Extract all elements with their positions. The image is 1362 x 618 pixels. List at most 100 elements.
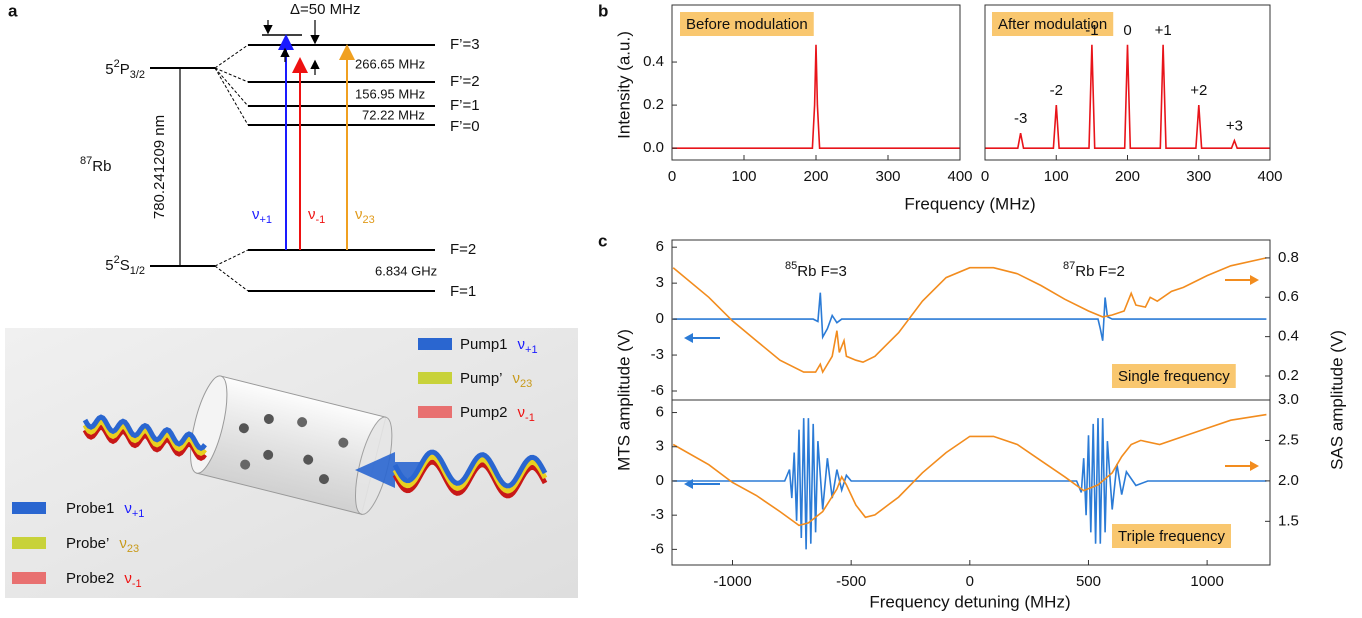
nu-sub: 23 [520, 378, 532, 390]
x-tick-label: -1000 [713, 573, 751, 590]
peak-label: +1 [1155, 22, 1172, 39]
legend-swatch [12, 537, 46, 549]
y-tick-label: 0.2 [643, 96, 664, 113]
x-tick-label: 300 [875, 168, 900, 185]
nu: ν [518, 336, 526, 353]
label-box [1112, 364, 1236, 388]
x-tick-label: 200 [1115, 168, 1140, 185]
legend-label: Probe1 ν+1 [66, 500, 144, 520]
data-line [985, 44, 1270, 149]
x-tick-label: 100 [1044, 168, 1069, 185]
peak-label: -2 [1050, 82, 1063, 99]
nu-sub: 23 [363, 214, 375, 226]
annotation-text: Rb F=2 [1075, 263, 1125, 280]
state-part: 3/2 [130, 69, 145, 81]
panel-label: c [598, 231, 607, 250]
peak-label: -1 [1085, 22, 1098, 39]
state-part: 5 [105, 257, 113, 274]
state-label: 52S1/2 [105, 254, 145, 277]
connector [214, 67, 249, 83]
x-tick-label: 0 [668, 168, 676, 185]
delta-label: Δ=50 MHz [290, 1, 360, 18]
atom-part: 87 [80, 155, 92, 167]
level-label: F’=0 [450, 118, 480, 135]
nu-sub: +1 [132, 508, 145, 520]
x-axis-label: Frequency (MHz) [904, 194, 1035, 213]
nu-sub: +1 [260, 214, 273, 226]
y-axis-label: MTS amplitude (V) [614, 329, 633, 471]
atom [303, 454, 314, 465]
setup-illustration: Pump1 ν+1 Pump’ ν23 Pump2 ν-1 Probe1 ν+1 Pro… [5, 328, 578, 598]
axis-indicator-head [684, 479, 693, 489]
panel-label: b [598, 1, 608, 20]
peak-label: +2 [1190, 82, 1207, 99]
connector [214, 44, 249, 69]
y2-tick-label: 0.6 [1278, 288, 1299, 305]
atom [238, 423, 249, 434]
state-label: 52P3/2 [105, 58, 145, 81]
atom [297, 417, 308, 428]
x-tick-label: 400 [947, 168, 972, 185]
connector [214, 249, 249, 267]
annotation: 87Rb F=2 [1063, 260, 1125, 280]
x-tick-label: 300 [1186, 168, 1211, 185]
beam-name: Pump’ [460, 370, 503, 387]
state-part: 2 [114, 254, 120, 266]
panel-label: a [8, 1, 18, 20]
state-part: 2 [114, 58, 120, 70]
legend-label: Probe2 ν-1 [66, 570, 142, 590]
box-label: Triple frequency [1118, 528, 1225, 545]
y-tick-label: 3 [656, 274, 664, 291]
y-tick-label: 0 [656, 472, 664, 489]
y-tick-label: 0.0 [643, 139, 664, 156]
plot-frame [671, 399, 1271, 566]
y2-tick-label: 0.8 [1278, 249, 1299, 266]
y-tick-label: 6 [656, 404, 664, 421]
x-tick-label: 100 [731, 168, 756, 185]
y-tick-label: 0.4 [643, 53, 664, 70]
beam-name: Probe2 [66, 570, 114, 587]
beam-name: Pump1 [460, 336, 508, 353]
x-tick-label: -500 [836, 573, 866, 590]
x-axis-label: Frequency detuning (MHz) [869, 592, 1070, 611]
atom [263, 413, 274, 424]
annotation-sup: 87 [1063, 260, 1075, 272]
energy-diagram: Δ=50 MHz 52P3/2 52S1/2 F’=3 F’=2 F’=1 F’… [80, 1, 480, 300]
level-label: F=2 [450, 241, 476, 258]
label-box [992, 12, 1114, 36]
y-tick-label: -3 [651, 346, 664, 363]
data-line [672, 413, 1267, 527]
data-line [673, 292, 1267, 341]
legend-label: Pump2 ν-1 [460, 404, 535, 424]
x-tick-label: 1000 [1190, 573, 1223, 590]
annotation-text: Rb F=3 [797, 263, 847, 280]
box-label: Before modulation [686, 16, 808, 33]
peak-label: 0 [1123, 22, 1131, 39]
x-tick-label: 200 [803, 168, 828, 185]
x-tick-label: 400 [1257, 168, 1282, 185]
legend-label: Probe’ ν23 [66, 535, 139, 555]
y-tick-label: -6 [651, 540, 664, 557]
nu: ν [119, 535, 127, 552]
nu: ν [355, 206, 363, 223]
legend-label: Pump1 ν+1 [460, 336, 538, 356]
connector [214, 265, 249, 292]
state-part: P [120, 61, 130, 78]
legend-swatch [12, 502, 46, 514]
atom-part: Rb [92, 158, 111, 175]
atom [240, 459, 251, 470]
y-tick-label: -3 [651, 506, 664, 523]
y2-tick-label: 0.4 [1278, 328, 1299, 345]
splitting-label: 156.95 MHz [355, 86, 425, 101]
beam-name: Probe’ [66, 535, 109, 552]
nu-sub: -1 [316, 214, 326, 226]
axis-indicator-head [684, 333, 693, 343]
y-tick-label: 3 [656, 438, 664, 455]
data-line [673, 418, 1267, 550]
axis-indicator-head [1250, 275, 1259, 285]
beam-arrow [355, 452, 420, 488]
box-label: After modulation [998, 16, 1107, 33]
transition-label: ν23 [355, 206, 375, 226]
data-line [672, 257, 1267, 375]
nu-sub: +1 [525, 344, 538, 356]
